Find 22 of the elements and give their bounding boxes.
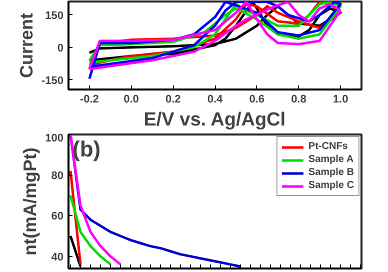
x-tick-label: 0.2 (165, 94, 181, 106)
x-tick-label: 1.0 (332, 94, 348, 106)
x-tick-label: 0.0 (124, 94, 139, 106)
x-tick-label: 0.4 (207, 94, 224, 106)
legend-label: Sample C (308, 180, 354, 191)
y-tick-label: 150 (45, 10, 64, 22)
y-tick-label: 80 (51, 170, 64, 182)
x-tick-label: 0.6 (249, 94, 265, 106)
y-tick-label: 100 (45, 132, 64, 144)
y-tick-label: 40 (51, 251, 64, 264)
y-tick-label: -150 (41, 74, 64, 87)
y-axis-title: Current (16, 12, 36, 78)
y-tick-label: 60 (51, 210, 64, 223)
x-axis-title: E/V vs. Ag/AgCl (144, 110, 286, 130)
annotation: (b) (72, 136, 101, 162)
legend-label: Sample B (308, 167, 354, 178)
x-tick-label: -0.2 (80, 94, 99, 106)
x-tick-label: 0.8 (291, 94, 306, 106)
legend-label: Sample A (308, 154, 354, 165)
legend-label: Pt-CNFs (308, 141, 348, 152)
y-axis-title: nt(mA/mgPt) (20, 148, 40, 256)
y-tick-label: 0 (57, 42, 64, 54)
